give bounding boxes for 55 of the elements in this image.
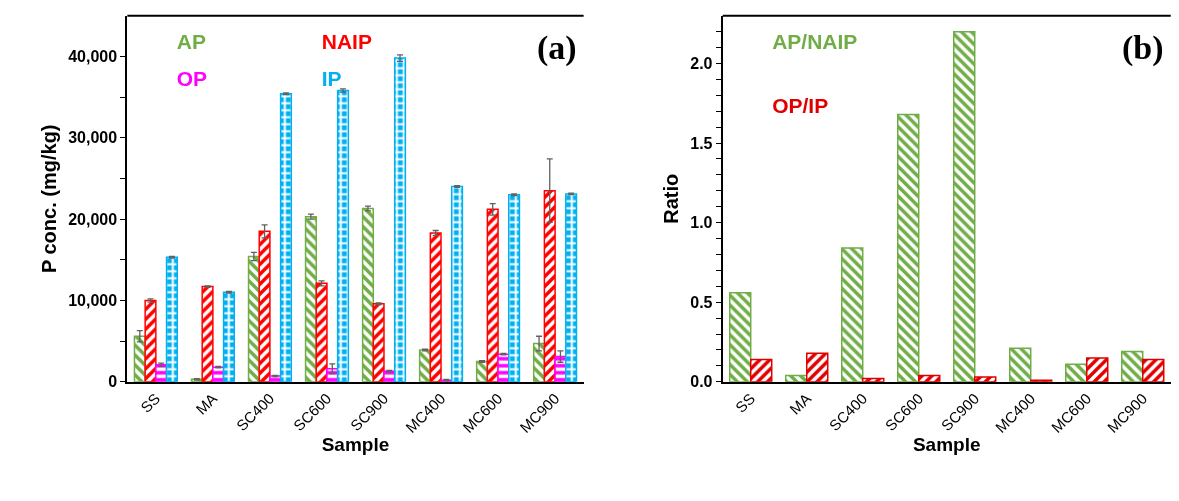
series-label: IP (321, 66, 342, 90)
bar (393, 57, 407, 382)
bar (840, 247, 864, 382)
bar (429, 232, 442, 382)
bar (543, 189, 556, 382)
bar (896, 113, 920, 382)
bar (450, 185, 464, 382)
bar (728, 291, 752, 382)
y-tick-label: 0.5 (690, 293, 713, 311)
bar (222, 291, 236, 382)
bar (1008, 347, 1032, 382)
text: OP/IP (772, 93, 829, 117)
text: AP (176, 30, 206, 53)
y-tick-label: 1.0 (690, 214, 713, 232)
y-tick-label: 1.5 (690, 134, 713, 152)
y-tick-label: 40,000 (68, 48, 118, 66)
bar (315, 282, 328, 382)
bar (565, 193, 578, 382)
y-tick-label: 10,000 (68, 292, 118, 310)
bar (279, 93, 293, 382)
bar (973, 376, 997, 382)
bar (749, 358, 773, 382)
bar (361, 207, 375, 382)
y-tick-label: 30,000 (68, 129, 118, 147)
text: AP/NAIP (772, 30, 858, 53)
y-tick-label: 0.0 (690, 373, 713, 391)
y-tick-label: 2.0 (690, 55, 713, 73)
x-tick-label: MA (786, 389, 815, 418)
bar (508, 193, 521, 382)
bar (952, 30, 976, 382)
y-axis-title: P conc. (mg/kg) (38, 124, 61, 274)
bar (372, 302, 385, 382)
x-axis-title: Sample (321, 434, 390, 456)
bar (336, 89, 350, 382)
annotation: (b) (1122, 29, 1164, 67)
bar (1086, 357, 1109, 382)
bar (258, 230, 271, 382)
y-tick-label: 20,000 (68, 210, 118, 228)
text: OP (176, 66, 208, 90)
bar (1142, 358, 1165, 382)
y-tick-label: 0 (108, 373, 118, 391)
text: NAIP (321, 30, 372, 53)
bar (805, 352, 829, 382)
x-tick-label: MA (192, 389, 221, 418)
bar (201, 285, 214, 382)
y-axis-title: Ratio (660, 173, 683, 224)
bar (165, 256, 178, 382)
bar (486, 208, 499, 382)
x-tick-label: SS (731, 389, 759, 416)
bar (304, 215, 318, 382)
x-axis-title: Sample (912, 434, 981, 456)
x-tick-label: SS (137, 389, 164, 416)
bar (1121, 350, 1144, 382)
bar (144, 299, 157, 382)
annotation: (a) (537, 29, 577, 67)
